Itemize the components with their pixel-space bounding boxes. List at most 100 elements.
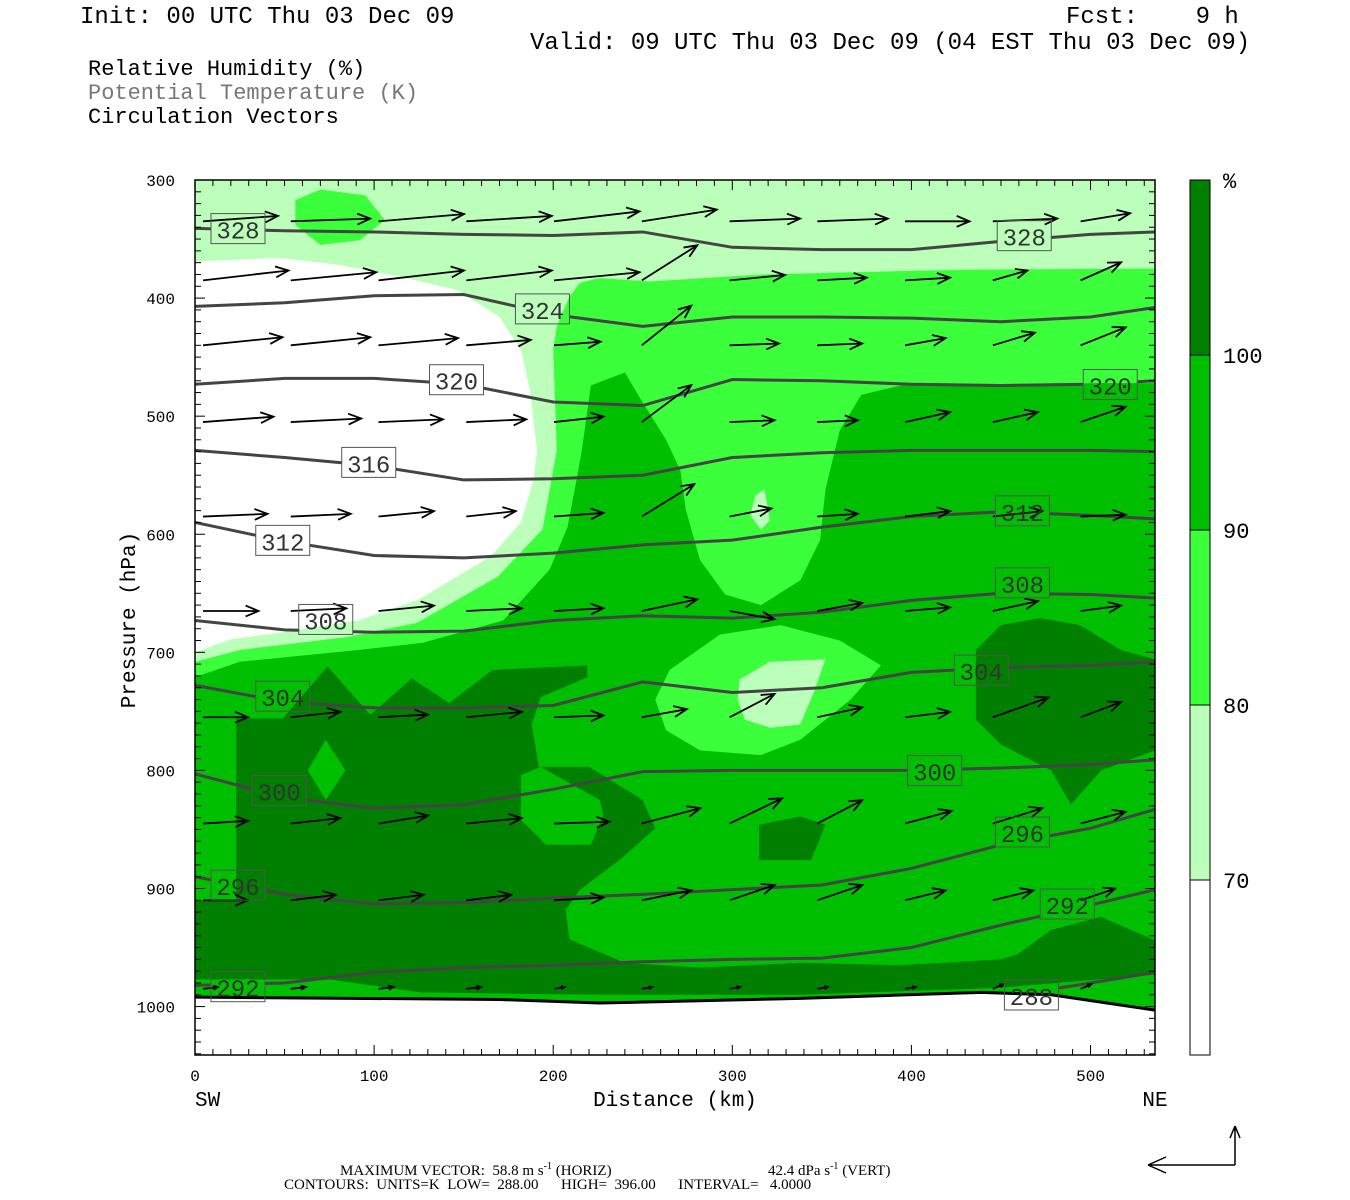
rh-region-90-100 bbox=[307, 739, 346, 800]
circulation-vector bbox=[1080, 326, 1128, 347]
plot-frame bbox=[194, 179, 1156, 1056]
y-tick-label: 1000 bbox=[137, 1000, 175, 1018]
theta-label-box bbox=[1082, 368, 1138, 400]
rh-region-100- bbox=[195, 665, 1155, 995]
circulation-vector bbox=[202, 508, 270, 521]
circulation-vector bbox=[553, 507, 606, 521]
x-tick-label: 0 bbox=[190, 1068, 200, 1086]
colorbar-label: 100 bbox=[1223, 345, 1263, 370]
colorbar-label: 90 bbox=[1223, 520, 1249, 545]
x-tick-label: 400 bbox=[897, 1068, 926, 1086]
theta-label-box bbox=[210, 213, 266, 245]
circulation-vector bbox=[729, 212, 803, 226]
theta-label-layer: 328 328 324 320 320 316 312 312 308 308 304 304 300 3… bbox=[210, 213, 1138, 1013]
circulation-vector bbox=[466, 413, 529, 427]
circulation-vector bbox=[1080, 404, 1128, 423]
theta-label-box bbox=[996, 220, 1052, 252]
circulation-vector bbox=[554, 709, 606, 723]
circulation-vector bbox=[641, 205, 720, 223]
legend-rh: Relative Humidity (%) bbox=[88, 57, 366, 82]
circulation-vector bbox=[1080, 601, 1124, 614]
circulation-vector bbox=[641, 383, 694, 423]
colorbar-swatch-90 bbox=[1190, 355, 1210, 530]
circulation-vector bbox=[817, 272, 870, 285]
circulation-vector bbox=[904, 408, 953, 423]
circulation-vector bbox=[290, 890, 339, 903]
circulation-vector bbox=[904, 707, 953, 720]
theta-label-box bbox=[1039, 888, 1095, 920]
circulation-vector bbox=[553, 336, 603, 349]
terrain-fill bbox=[195, 992, 1155, 1055]
axis-ticks: 300 400 500 600 700 800 900 1000 0 100 200 300 400 50… bbox=[137, 173, 1155, 1086]
circulation-vector bbox=[378, 413, 446, 427]
y-tick-label: 800 bbox=[146, 763, 175, 781]
circulation-vector bbox=[817, 212, 891, 226]
circulation-vector bbox=[641, 985, 655, 990]
circulation-vector bbox=[992, 408, 1041, 423]
colorbar: % 100 90 80 70 bbox=[1189, 170, 1263, 1056]
colorbar-swatch-80 bbox=[1190, 530, 1210, 705]
horiz-tag: (HORIZ) bbox=[552, 1163, 612, 1179]
circulation-vector bbox=[1080, 508, 1128, 522]
x-tick-label: 200 bbox=[539, 1068, 568, 1086]
theta-label: 324 bbox=[521, 300, 564, 327]
circulation-vector bbox=[203, 604, 261, 618]
circulation-vector bbox=[202, 265, 291, 282]
circulation-vector bbox=[992, 983, 1006, 990]
circulation-vector bbox=[290, 412, 364, 426]
theta-label: 288 bbox=[1010, 986, 1053, 1013]
circulation-vector bbox=[290, 813, 343, 826]
reference-vertical-arrow-icon bbox=[1229, 1125, 1241, 1165]
circulation-vector bbox=[641, 244, 700, 282]
circulation-vector bbox=[729, 610, 777, 624]
circulation-vector bbox=[729, 504, 774, 518]
circulation-vector bbox=[202, 210, 281, 224]
circulation-vector bbox=[378, 984, 396, 991]
theta-label-box bbox=[994, 567, 1050, 599]
theta-label: 328 bbox=[1003, 227, 1046, 254]
circulation-vector bbox=[378, 600, 437, 614]
circulation-vector bbox=[290, 984, 309, 991]
circulation-vector bbox=[816, 799, 865, 825]
y-axis-title: Pressure (hPa) bbox=[119, 532, 142, 708]
theta-label: 312 bbox=[261, 531, 304, 558]
theta-contour-304 bbox=[194, 660, 1156, 710]
circulation-vector bbox=[466, 506, 519, 519]
circulation-vector bbox=[992, 887, 1036, 902]
circulation-vector bbox=[553, 892, 606, 905]
circulation-vector bbox=[904, 808, 954, 825]
contour-info: CONTOURS: UNITS=K LOW= 288.00 HIGH= 396.… bbox=[284, 1177, 812, 1193]
circulation-vector bbox=[817, 337, 865, 351]
circulation-vector bbox=[378, 811, 431, 825]
circulation-vector bbox=[553, 206, 642, 223]
theta-label-box bbox=[298, 603, 354, 635]
x-tick-label: 500 bbox=[1076, 1068, 1105, 1086]
theta-contour-292 bbox=[194, 888, 1156, 987]
circulation-vector bbox=[378, 708, 431, 722]
circulation-vector bbox=[817, 414, 861, 428]
max-vector-label: MAXIMUM VECTOR: bbox=[340, 1163, 485, 1179]
max-horiz-value: 58.8 m s bbox=[492, 1163, 544, 1179]
circulation-vector bbox=[641, 482, 697, 518]
vert-tag: (VERT) bbox=[838, 1163, 891, 1179]
circulation-vector bbox=[641, 705, 690, 719]
colorbar-swatch-70 bbox=[1190, 705, 1210, 880]
colorbar-label: 70 bbox=[1223, 870, 1249, 895]
theta-label: 292 bbox=[1046, 895, 1089, 922]
circulation-vector bbox=[202, 411, 276, 424]
y-tick-label: 300 bbox=[146, 173, 175, 191]
y-tick-label: 500 bbox=[146, 409, 175, 427]
rh-region-70-80 bbox=[737, 659, 826, 728]
circulation-vector bbox=[817, 598, 865, 612]
circulation-vector bbox=[641, 886, 694, 902]
circulation-vector bbox=[1080, 261, 1124, 282]
circulation-vector bbox=[992, 805, 1045, 825]
max-vector-horiz: MAXIMUM VECTOR: 58.8 m s-1 (HORIZ) bbox=[340, 1158, 612, 1180]
reference-horizontal-arrow-icon bbox=[1147, 1156, 1235, 1174]
colorbar-swatch-below bbox=[1190, 880, 1210, 1055]
legend-vectors: Circulation Vectors bbox=[88, 105, 339, 130]
circulation-vector bbox=[729, 985, 743, 990]
theta-contour-316 bbox=[194, 448, 1156, 482]
circulation-vector bbox=[1080, 808, 1128, 825]
